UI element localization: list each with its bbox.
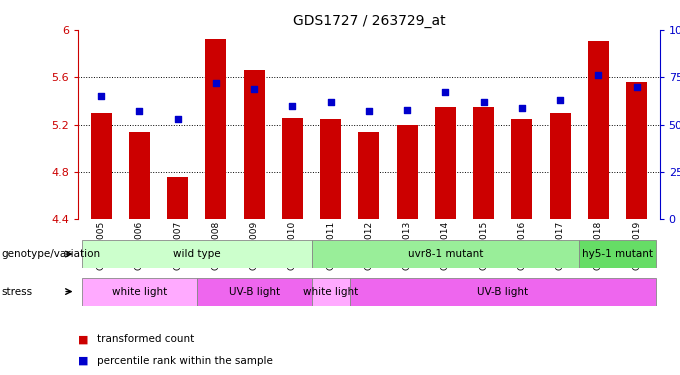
Point [172, 116, 183, 122]
Bar [82, 240, 311, 268]
Text: ■: ■ [78, 356, 88, 366]
Bar [197, 278, 311, 306]
Point [402, 106, 413, 112]
Bar [588, 40, 609, 219]
Bar [626, 82, 647, 219]
Point [249, 86, 260, 92]
Text: genotype/variation: genotype/variation [1, 249, 101, 259]
Point [363, 108, 374, 114]
Text: white light: white light [303, 286, 358, 297]
Point [593, 72, 604, 78]
Point [287, 103, 298, 109]
Bar [350, 278, 656, 306]
Point [210, 80, 221, 86]
Point [325, 99, 336, 105]
Bar [549, 113, 571, 219]
Text: ■: ■ [78, 334, 88, 344]
Bar [167, 177, 188, 219]
Point [96, 93, 107, 99]
Point [631, 84, 642, 90]
Text: transformed count: transformed count [97, 334, 194, 344]
Point [134, 108, 145, 114]
Bar [320, 119, 341, 219]
Text: uvr8-1 mutant: uvr8-1 mutant [408, 249, 483, 259]
Bar [311, 240, 579, 268]
Title: GDS1727 / 263729_at: GDS1727 / 263729_at [292, 13, 445, 28]
Bar [435, 107, 456, 219]
Bar [511, 119, 532, 219]
Bar [311, 278, 350, 306]
Bar [358, 132, 379, 219]
Text: hy5-1 mutant: hy5-1 mutant [582, 249, 653, 259]
Text: stress: stress [1, 286, 33, 297]
Bar [129, 132, 150, 219]
Text: white light: white light [112, 286, 167, 297]
Bar [282, 118, 303, 219]
Point [440, 90, 451, 96]
Bar [579, 240, 656, 268]
Bar [82, 278, 197, 306]
Point [555, 97, 566, 103]
Point [517, 105, 528, 111]
Bar [243, 70, 265, 219]
Bar [396, 124, 418, 219]
Text: UV-B light: UV-B light [477, 286, 528, 297]
Bar [90, 113, 112, 219]
Bar [205, 39, 226, 219]
Text: percentile rank within the sample: percentile rank within the sample [97, 356, 273, 366]
Text: wild type: wild type [173, 249, 220, 259]
Text: UV-B light: UV-B light [228, 286, 279, 297]
Bar [473, 107, 494, 219]
Point [478, 99, 489, 105]
